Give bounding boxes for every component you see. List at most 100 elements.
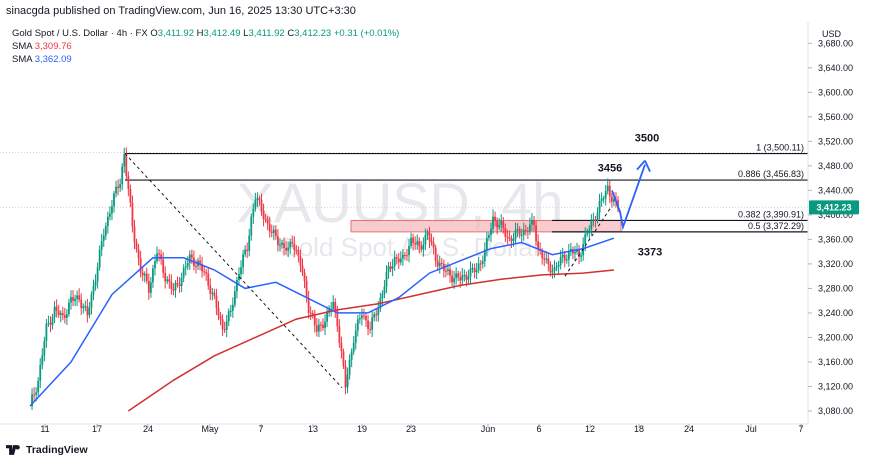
candle-body (37, 380, 40, 393)
candle-body (51, 317, 54, 325)
price-annotation: 3456 (598, 163, 622, 175)
symbol-name[interactable]: Gold Spot / U.S. Dollar · 4h · FX (12, 28, 148, 39)
price-axis[interactable]: USD 3,680.00 3,640.00 3,600.00 3,560.00 3,52… (807, 22, 859, 424)
candle-body (565, 259, 568, 261)
candle-body (229, 310, 232, 312)
candle-body (61, 313, 64, 316)
candle-body (426, 232, 429, 235)
candle-body (600, 198, 603, 202)
candle-body (397, 258, 400, 263)
candle-body (469, 268, 472, 277)
candle-body (375, 314, 378, 316)
sma-slow-row[interactable]: SMA 3,309.76 (12, 40, 399, 53)
candle-body (160, 254, 163, 260)
candle-body (467, 276, 470, 280)
candle-body (268, 223, 271, 232)
candle-body (98, 249, 101, 268)
candle-body (221, 319, 224, 330)
candle-body (414, 243, 417, 245)
candle-body (59, 313, 62, 315)
candle-body (418, 241, 421, 247)
candle-body (404, 254, 406, 256)
candle-body (184, 266, 187, 269)
candle-body (406, 255, 408, 257)
candle-body (465, 274, 468, 280)
candle-body (580, 255, 583, 257)
candle-body (586, 232, 589, 235)
candle-body (432, 242, 435, 248)
candle-body (463, 274, 466, 276)
price-annotation: 3500 (635, 133, 659, 145)
candle-body (533, 220, 535, 226)
time-tick-label: 7 (258, 424, 263, 434)
candle-body (358, 318, 361, 320)
drawings[interactable]: 3500 3456 3373 (124, 133, 662, 389)
candle-body (90, 294, 93, 308)
candle-body (266, 219, 269, 224)
candle-body (430, 240, 433, 243)
candle-body (326, 311, 328, 322)
candle-body (596, 212, 599, 221)
time-tick-label: 13 (308, 424, 318, 434)
candle-body (270, 231, 273, 233)
candle-body (293, 243, 296, 251)
open-label: O (150, 28, 158, 39)
candle-body (594, 219, 597, 221)
candle-body (225, 321, 228, 330)
candle-body (39, 364, 42, 381)
time-tick-label: 24 (143, 424, 153, 434)
candle-body (553, 267, 556, 272)
candle-body (176, 282, 179, 285)
candle-body (381, 293, 384, 298)
sma-fast-value: 3,362.09 (34, 54, 72, 65)
fib-label: 0.886 (3,456.83) (738, 169, 804, 179)
time-tick-label: 17 (92, 424, 102, 434)
candle-body (510, 238, 513, 241)
candle-body (576, 250, 578, 252)
candle-body (104, 226, 107, 236)
candle-body (240, 267, 242, 275)
time-axis[interactable]: 11 17 24 May 7 13 19 23 Jun 6 12 18 24 Jul 7 (0, 423, 808, 434)
candle-body (133, 226, 136, 243)
candle-body (363, 315, 365, 317)
fib-label: 0.5 (3,372.29) (748, 221, 804, 231)
candle-body (477, 263, 480, 271)
candle-body (262, 210, 265, 220)
candle-body (520, 234, 523, 236)
candle-body (473, 267, 476, 273)
candle-body (512, 238, 515, 241)
candle-body (227, 311, 230, 322)
candle-body (401, 254, 404, 259)
candle-body (121, 166, 124, 185)
sma-fast-row[interactable]: SMA 3,362.09 (12, 53, 399, 66)
candle-body (164, 272, 167, 282)
candle-body (332, 301, 335, 309)
candle-body (451, 275, 453, 283)
support-zone-rect (350, 219, 622, 233)
candle-body (428, 232, 431, 241)
candle-body (483, 249, 486, 262)
candle-body (547, 258, 550, 265)
candle-body (309, 312, 312, 314)
candle-body (383, 286, 386, 294)
candle-body (123, 154, 126, 167)
candle-body (328, 309, 331, 312)
candle-body (291, 241, 294, 244)
candle-body (274, 229, 277, 237)
candle-body (311, 313, 314, 316)
candle-body (68, 302, 70, 315)
support-zone[interactable] (350, 219, 622, 233)
candle-body (488, 234, 490, 238)
sma-slow-line (127, 269, 614, 412)
candle-body (203, 271, 206, 273)
candle-body (233, 291, 236, 305)
candle-body (205, 272, 208, 274)
candle-body (559, 257, 562, 266)
candle-body (350, 351, 353, 360)
candle-body (449, 269, 451, 276)
tradingview-brand[interactable]: TradingView (6, 444, 88, 456)
candle-body (391, 266, 394, 269)
candle-body (256, 198, 259, 201)
time-tick-label: 18 (634, 424, 644, 434)
